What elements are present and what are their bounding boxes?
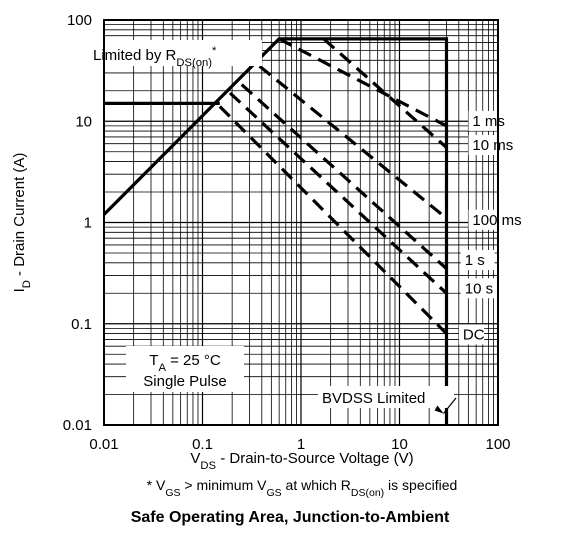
x-tick-label: 100 [485,436,510,453]
x-tick-label: 0.1 [192,436,213,453]
single-pulse-label: Single Pulse [143,373,226,390]
y-tick-label: 0.01 [63,417,92,434]
y-tick-label: 1 [84,215,92,232]
series-label: 10 s [465,280,493,297]
x-tick-label: 1 [297,436,305,453]
series-label-bg [460,278,504,299]
chart-title: Safe Operating Area, Junction-to-Ambient [131,509,450,526]
series-label: 1 s [465,252,485,269]
series-line-10ms [322,37,448,149]
ta-label: TA = 25 °C [149,352,221,374]
series-label: 10 ms [472,137,513,154]
rds-limit-label-bg [90,40,262,66]
series-line-10s [228,91,448,295]
series-label: DC [463,326,485,343]
series-label: 1 ms [472,113,505,130]
series-line-1s [240,83,448,270]
y-axis-label: ID - Drain Current (A) [11,153,33,293]
rds-limit-label: Limited by RDS(on)* [93,45,217,69]
bvdss-label-bg [318,386,454,408]
bvdss-arrowhead [434,405,444,414]
y-tick-label: 100 [67,12,92,29]
footnote: * VGS > minimum VGS at which RDS(on) is … [147,477,458,499]
plot-frame [103,19,499,426]
bvdss-arrow [443,397,457,414]
x-axis-label: VDS - Drain-to-Source Voltage (V) [190,450,413,472]
y-tick-label: 10 [75,113,92,130]
series-label-bg [458,324,485,345]
x-tick-label: 10 [391,436,408,453]
series-label-bg [468,135,520,156]
series-line-100ms [258,64,448,220]
series-lines [102,37,449,425]
tick-labels: 0.01 0.1 1 10 100 100 10 1 0.1 0.01 [63,12,511,453]
bvdss-label: BVDSS Limited [322,390,425,407]
axis-labels: VDS - Drain-to-Source Voltage (V) ID - Dr… [11,153,457,526]
conditions-label-bg [126,346,244,392]
series-label-bg [468,110,511,131]
series-label-bg [460,250,495,271]
x-tick-label: 0.01 [89,436,118,453]
series-line-1ms [278,37,448,128]
series-line-DC [218,105,448,335]
series-line-limit-6 [102,37,449,425]
y-tick-label: 0.1 [71,316,92,333]
